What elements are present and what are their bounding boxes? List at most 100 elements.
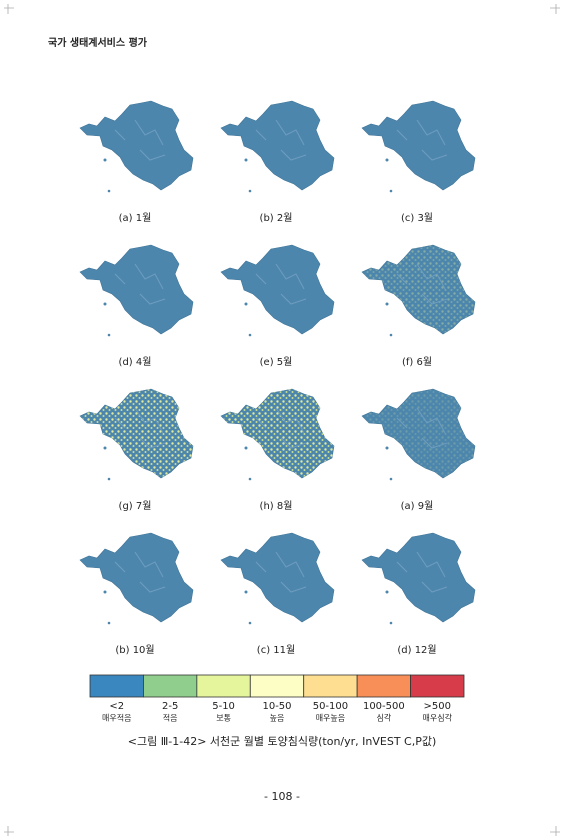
map-region [79,100,194,191]
island [107,189,111,193]
panel-label: (c) 11월 [257,644,295,656]
island [389,189,393,193]
island [385,302,389,306]
panel-label: (b) 10월 [115,644,154,656]
legend-range: 50-100 [313,701,348,712]
map-region [220,532,335,623]
legend-range: 100-500 [363,701,405,712]
panel-label: (b) 2월 [260,212,293,224]
legend-label: 매우적음 [102,713,131,723]
legend-swatch [303,674,358,698]
map-relief [396,551,448,593]
map-relief [255,263,307,305]
island [248,189,252,193]
legend-label: 보통 [216,714,231,723]
map-relief [396,119,448,161]
legend-range: 2-5 [162,701,178,712]
island [389,477,393,481]
map-relief [114,407,166,449]
map-region [361,100,476,191]
island [248,333,252,337]
panel-label: (d) 4월 [119,356,152,368]
island [389,621,393,625]
panel-label: (d) 12월 [397,644,436,656]
map-relief [255,407,307,449]
legend-swatch [143,674,198,698]
panel-label: (c) 3월 [401,212,433,224]
map-panel [220,388,335,481]
legend-label: 높음 [270,714,285,723]
crop-marks [4,4,560,836]
legend-swatch [356,674,411,698]
map-region [220,244,335,335]
island [244,446,248,450]
island [248,621,252,625]
map-relief [255,551,307,593]
map-panel [79,244,194,337]
island [103,590,107,594]
map-panel [79,532,194,625]
island [248,477,252,481]
map-overlay [80,389,193,478]
panel-label: (e) 5월 [260,356,293,368]
island [244,158,248,162]
map-relief [255,119,307,161]
island [389,333,393,337]
page-number: - 108 - [264,790,300,803]
map-relief [114,119,166,161]
island [244,302,248,306]
legend-swatch [249,674,305,698]
map-panel [220,100,335,193]
legend-label: 매우심각 [423,713,453,723]
header: 국가 생태계서비스 평가 [48,36,148,49]
legend-swatch [410,674,465,698]
island [107,621,111,625]
map-panel [220,532,335,625]
map-panel [361,100,476,193]
legend-swatch [89,674,144,698]
legend-swatch [196,674,251,698]
legend-range: <2 [109,701,124,712]
map-panel [361,532,476,625]
panel-label: (h) 8월 [260,500,293,512]
map-panel [361,388,476,481]
map-region [79,532,194,623]
map-relief [114,551,166,593]
legend-range: 10-50 [262,701,291,712]
map-region [79,244,194,335]
legend-label: 심각 [376,713,391,723]
map-panel [79,100,194,193]
map-panel [361,244,476,337]
map-relief [396,263,448,305]
panel-label: (f) 6월 [402,356,432,368]
island [103,158,107,162]
map-overlay [221,389,334,478]
island [103,302,107,306]
map-region [220,100,335,191]
island [107,477,111,481]
map-panel [79,388,194,481]
map-grid: (a) 1월 (b) 2월 (c) 3월 (d) 4월 (e) 5월 (f) 6월 (g) … [79,100,476,656]
legend-range: >500 [424,701,451,712]
island [385,158,389,162]
map-overlay [362,245,475,334]
map-panel [220,244,335,337]
island [244,590,248,594]
panel-label: (a) 1월 [119,212,152,224]
panel-label: (g) 7월 [119,500,152,512]
panel-label: (a) 9월 [401,500,434,512]
legend-label: 적음 [163,713,178,723]
legend-range: 5-10 [212,701,235,712]
legend-label: 매우높음 [316,714,345,723]
island [385,446,389,450]
caption: <그림 Ⅲ-1-42> 서천군 월별 토양침식량(ton/yr, InVEST … [128,734,437,748]
island [107,333,111,337]
map-overlay [362,389,475,478]
island [385,590,389,594]
map-relief [114,263,166,305]
map-relief [396,407,448,449]
island [103,446,107,450]
